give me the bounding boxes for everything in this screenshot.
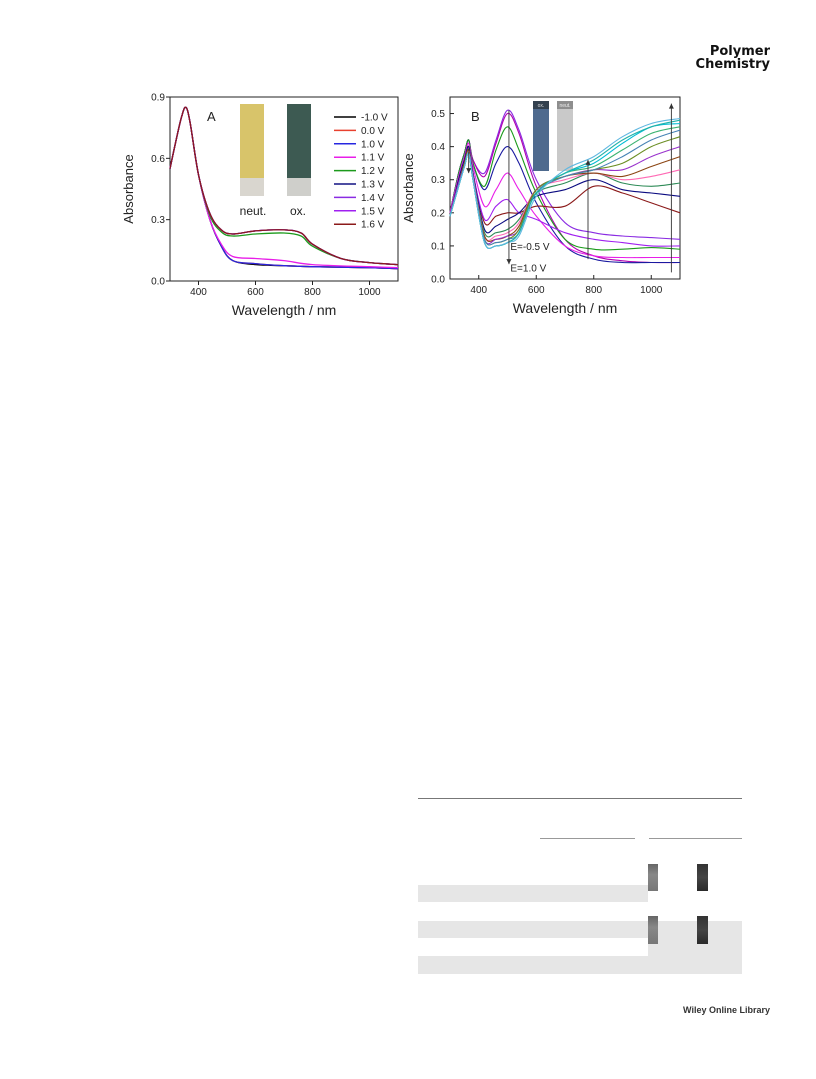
x-axis-label: Wavelength / nm xyxy=(232,302,337,318)
x-tick-label: 800 xyxy=(304,287,321,298)
film-thumbnail xyxy=(697,864,708,891)
x-tick-label: 1000 xyxy=(640,285,663,296)
y-tick-label: 0.4 xyxy=(431,142,445,153)
film-thumbnail xyxy=(648,864,658,891)
table-group-rule-1 xyxy=(540,838,635,839)
film-thumbnail xyxy=(697,916,708,944)
y-tick-label: 0.5 xyxy=(431,109,445,120)
x-tick-label: 1000 xyxy=(358,287,381,298)
film-thumbnail xyxy=(648,916,658,944)
neutral-film-cap xyxy=(557,101,573,109)
legend-label: 1.2 V xyxy=(361,166,385,177)
neutral-film-photo xyxy=(557,101,573,171)
x-tick-label: 400 xyxy=(190,287,207,298)
x-axis-label: Wavelength / nm xyxy=(513,300,618,316)
y-tick-label: 0.1 xyxy=(431,241,445,252)
y-axis-label: Absorbance xyxy=(121,154,136,223)
plot-frame xyxy=(169,96,399,282)
spectrum-line xyxy=(169,106,399,266)
table-area xyxy=(418,795,742,975)
photo-label-oxidized: ox. xyxy=(538,103,545,109)
x-tick-label: 600 xyxy=(528,285,545,296)
plot-frame xyxy=(449,96,681,280)
oxidized-film-base xyxy=(287,178,311,196)
table-stripe-4 xyxy=(418,956,742,974)
photo-label-oxidized: ox. xyxy=(290,204,306,218)
spectrum-line xyxy=(449,145,681,234)
footer-publisher: Wiley Online Library xyxy=(683,1005,770,1015)
spectrum-line xyxy=(449,117,681,250)
legend-label: 1.0 V xyxy=(361,139,385,150)
oxidized-film-photo xyxy=(533,101,549,171)
x-tick-label: 800 xyxy=(585,285,602,296)
legend-label: 1.5 V xyxy=(361,206,385,217)
x-tick-label: 400 xyxy=(470,285,487,296)
panel-label-b: B xyxy=(471,109,480,124)
y-tick-label: 0.9 xyxy=(151,93,165,104)
y-axis-label: Absorbance xyxy=(401,153,416,222)
panel-a: 400 600 800 1000 0.0 0.3 0.6 0.9 Wavelength / nm… xyxy=(121,93,399,318)
journal-name-line2: Chemistry xyxy=(695,57,770,72)
journal-name-line1: Polymer xyxy=(709,44,770,59)
arrow-decrease-360-head xyxy=(466,168,472,174)
table-group-rule-2 xyxy=(649,838,742,839)
legend-label: -1.0 V xyxy=(361,113,388,124)
table-stripe-1 xyxy=(418,885,648,902)
journal-name: Polymer Chemistry xyxy=(696,45,770,71)
legend-label: 1.1 V xyxy=(361,153,385,164)
arrow-decrease-500-head xyxy=(506,259,512,265)
photo-label-neutral: neut. xyxy=(559,103,570,109)
y-tick-label: 0.0 xyxy=(431,275,445,286)
oxidized-film-cap xyxy=(533,101,549,109)
y-tick-label: 0.3 xyxy=(151,215,165,226)
y-tick-label: 0.2 xyxy=(431,208,445,219)
spectrum-line xyxy=(449,126,681,251)
legend-label: 1.3 V xyxy=(361,180,385,191)
photo-label-neutral: neut. xyxy=(240,204,267,218)
y-tick-label: 0.6 xyxy=(151,154,165,165)
arrow-increase-780-head xyxy=(585,159,591,165)
legend-label: 1.4 V xyxy=(361,193,385,204)
panel-b: 400 600 800 1000 0.0 0.1 0.2 0.3 0.4 0.5 Wavelengt… xyxy=(401,96,681,316)
y-tick-label: 0.3 xyxy=(431,175,445,186)
legend-label: 1.6 V xyxy=(361,220,385,231)
legend-label: 0.0 V xyxy=(361,126,385,137)
annotation-start-potential: E=-0.5 V xyxy=(510,242,550,253)
y-tick-label: 0.0 xyxy=(151,277,165,288)
x-tick-label: 600 xyxy=(247,287,264,298)
arrow-increase-1070-head xyxy=(668,103,674,109)
panel-label-a: A xyxy=(207,109,216,124)
table-stripe-2 xyxy=(418,921,648,938)
table-top-rule xyxy=(418,798,742,799)
spectrum-line xyxy=(449,142,680,259)
annotation-end-potential: E=1.0 V xyxy=(510,263,546,274)
figure: 400 600 800 1000 0.0 0.3 0.6 0.9 Wavelength / nm… xyxy=(121,93,681,318)
neutral-film-base xyxy=(240,178,264,196)
